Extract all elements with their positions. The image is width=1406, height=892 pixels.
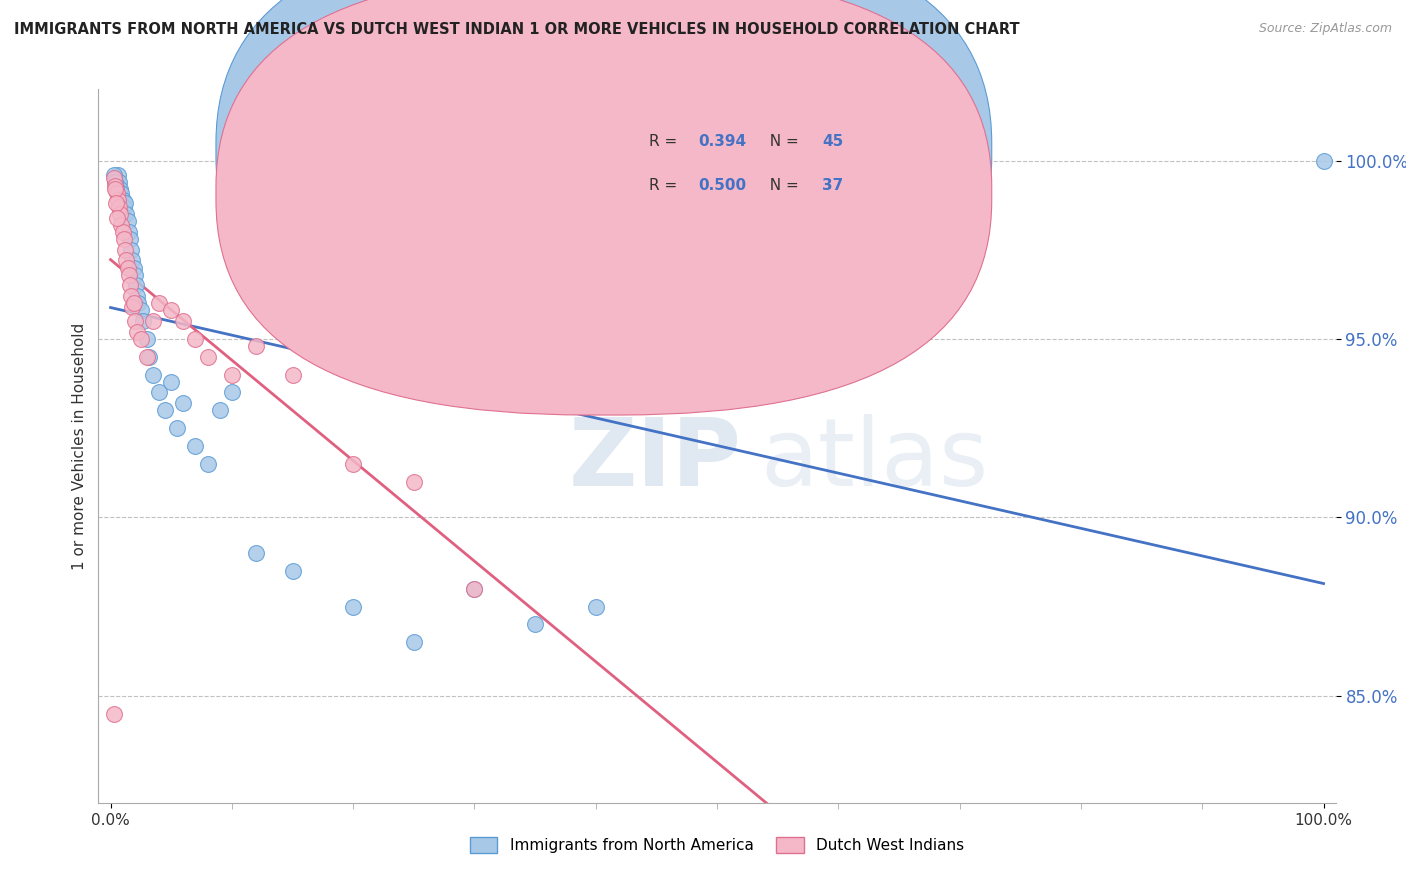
Point (118, 232, 141, 246)
Point (124, 268, 146, 282)
Point (1312, 153, 1334, 168)
Point (110, 182, 132, 196)
Point (111, 193, 134, 207)
Point (117, 260, 139, 275)
Point (184, 439, 207, 453)
Point (208, 403, 231, 417)
Point (585, 599, 607, 614)
Y-axis label: 1 or more Vehicles in Household: 1 or more Vehicles in Household (72, 322, 87, 570)
Point (172, 396, 194, 410)
Text: atlas: atlas (761, 414, 988, 507)
Point (112, 200, 135, 214)
Text: 37: 37 (823, 178, 844, 193)
Point (110, 218, 132, 232)
FancyBboxPatch shape (217, 0, 991, 371)
Text: 0.394: 0.394 (699, 134, 747, 149)
Text: ZIP: ZIP (569, 414, 742, 507)
Point (107, 193, 129, 207)
Point (104, 178, 127, 193)
Point (124, 314, 146, 328)
Point (342, 599, 364, 614)
Point (121, 253, 143, 268)
Point (118, 268, 141, 282)
Point (129, 303, 152, 318)
Point (108, 175, 131, 189)
Point (160, 303, 183, 318)
Point (103, 171, 125, 186)
Point (160, 375, 183, 389)
Point (127, 325, 149, 339)
Point (245, 339, 267, 353)
Point (105, 186, 128, 200)
FancyBboxPatch shape (557, 118, 903, 225)
Point (148, 296, 170, 310)
Point (104, 182, 127, 196)
Point (122, 260, 145, 275)
Point (148, 385, 170, 400)
Point (114, 196, 136, 211)
Point (111, 225, 134, 239)
Point (136, 350, 159, 364)
Text: R =: R = (650, 134, 682, 149)
Point (129, 332, 152, 346)
Point (136, 332, 159, 346)
Point (103, 168, 125, 182)
Point (122, 296, 145, 310)
Point (104, 175, 127, 189)
Point (281, 564, 304, 578)
FancyBboxPatch shape (217, 0, 991, 415)
Point (524, 617, 547, 632)
Point (172, 314, 194, 328)
Point (120, 243, 142, 257)
Point (125, 278, 148, 293)
Point (153, 403, 176, 417)
Point (197, 457, 219, 471)
Point (105, 196, 128, 211)
Point (221, 385, 243, 400)
Point (127, 296, 149, 310)
Point (104, 171, 127, 186)
Point (115, 207, 138, 221)
Point (107, 168, 129, 182)
Legend: Immigrants from North America, Dutch West Indians: Immigrants from North America, Dutch Wes… (464, 831, 970, 859)
Point (197, 350, 219, 364)
Point (105, 178, 128, 193)
Point (132, 314, 155, 328)
Point (402, 635, 425, 649)
Point (463, 582, 485, 596)
Point (108, 200, 131, 214)
Point (142, 368, 165, 382)
Text: Source: ZipAtlas.com: Source: ZipAtlas.com (1258, 22, 1392, 36)
Text: N =: N = (761, 178, 804, 193)
Point (114, 243, 136, 257)
Point (110, 207, 132, 221)
Point (166, 421, 188, 435)
Point (118, 225, 141, 239)
Point (127, 289, 149, 303)
Point (402, 475, 425, 489)
Point (281, 368, 304, 382)
Point (245, 546, 267, 560)
Text: IMMIGRANTS FROM NORTH AMERICA VS DUTCH WEST INDIAN 1 OR MORE VEHICLES IN HOUSEHO: IMMIGRANTS FROM NORTH AMERICA VS DUTCH W… (14, 22, 1019, 37)
Point (118, 278, 141, 293)
Point (105, 182, 128, 196)
Point (110, 186, 132, 200)
Point (463, 582, 485, 596)
Point (112, 232, 135, 246)
Point (138, 350, 160, 364)
Point (117, 214, 139, 228)
Text: R =: R = (650, 178, 682, 193)
Point (103, 706, 125, 721)
Text: N =: N = (761, 134, 804, 149)
Point (120, 289, 142, 303)
Text: 0.500: 0.500 (699, 178, 747, 193)
Point (121, 300, 143, 314)
Point (115, 253, 138, 268)
Point (221, 368, 243, 382)
Text: 45: 45 (823, 134, 844, 149)
Point (342, 457, 364, 471)
Point (142, 314, 165, 328)
Point (184, 332, 207, 346)
Point (105, 211, 128, 225)
